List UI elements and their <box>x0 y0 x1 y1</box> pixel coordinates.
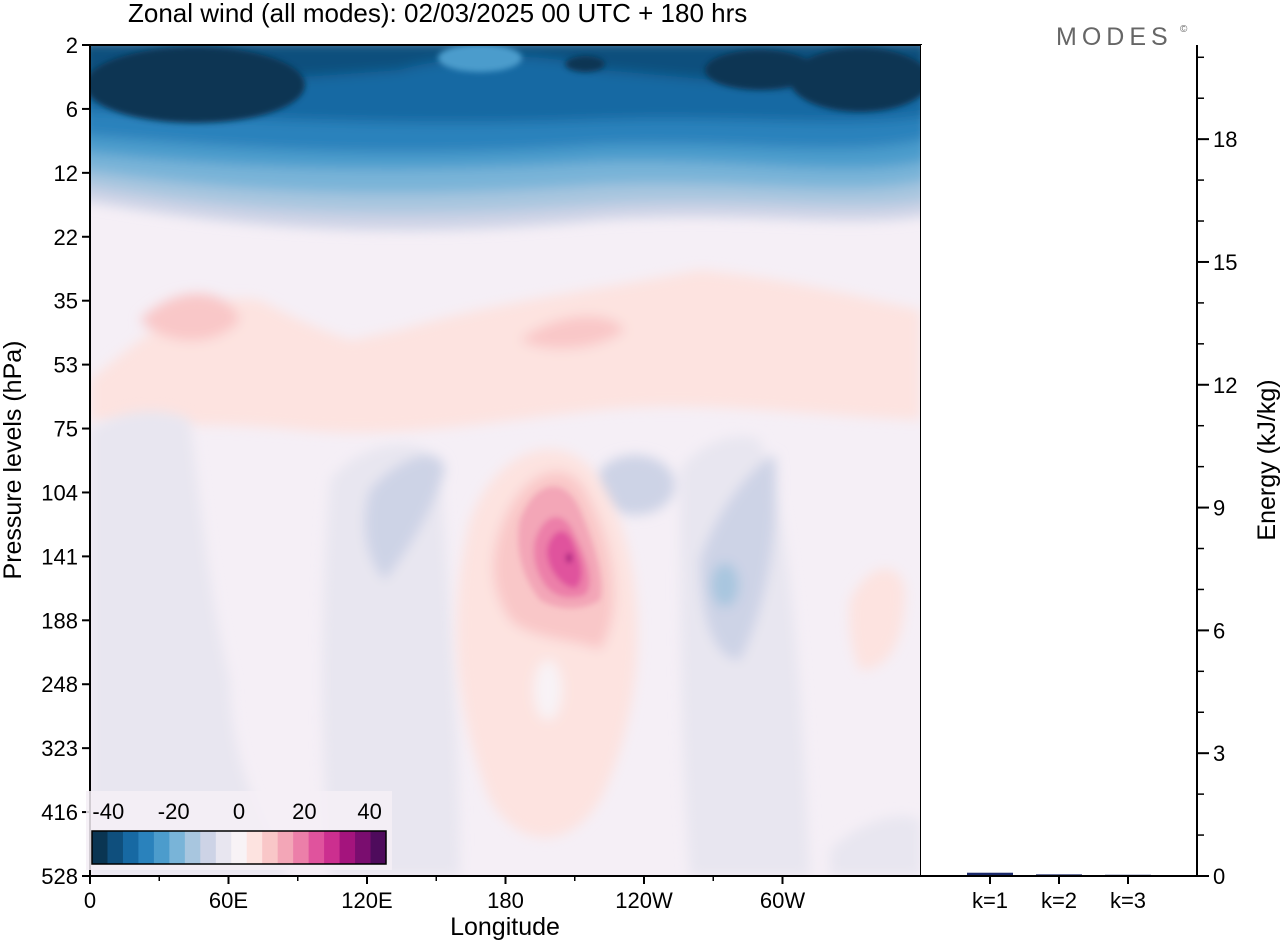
modes-logo-mark: © <box>1180 24 1188 35</box>
contour-band <box>849 568 905 670</box>
contour-field <box>90 45 921 876</box>
contour-core <box>438 45 522 72</box>
colorbar-swatch <box>308 831 325 864</box>
energy-tick-label: 18 <box>1213 127 1237 152</box>
colorbar-swatch <box>277 831 294 864</box>
energy-bar <box>967 872 1013 876</box>
contour-core <box>365 455 445 580</box>
colorbar-swatch <box>355 831 372 864</box>
x-tick-label: 60E <box>209 888 248 913</box>
colorbar-swatch <box>169 831 186 864</box>
y-tick-label: 53 <box>54 353 78 378</box>
contour-core <box>566 553 572 563</box>
x-tick-label: 0 <box>84 888 96 913</box>
x-axis-label: Longitude <box>450 913 560 941</box>
chart-title: Zonal wind (all modes): 02/03/2025 00 UT… <box>128 0 747 28</box>
energy-tick-label: 15 <box>1213 250 1237 275</box>
energy-axis: 0 3 6 9 12 15 18 <box>1197 56 1237 889</box>
colorbar-swatch <box>138 831 155 864</box>
x-tick-label: 180 <box>487 888 524 913</box>
colorbar-swatch <box>107 831 124 864</box>
y-tick-label: 141 <box>41 544 78 569</box>
energy-axis-label: Energy (kJ/kg) <box>1253 379 1280 540</box>
colorbar-swatch <box>370 831 387 864</box>
y-tick-label: 188 <box>41 608 78 633</box>
y-tick-label: 35 <box>54 289 78 314</box>
contour-band <box>90 411 290 876</box>
contour-band <box>520 316 625 349</box>
x-tick-label: 120E <box>341 888 392 913</box>
energy-category-label: k=3 <box>1110 888 1146 913</box>
x-tick-label: 60W <box>760 888 805 913</box>
energy-panel <box>921 45 1197 876</box>
colorbar-tick-label: 40 <box>357 799 381 824</box>
energy-tick-label: 3 <box>1213 741 1225 766</box>
contour-core <box>565 56 605 72</box>
contour-core <box>790 48 921 112</box>
colorbar-swatch <box>153 831 170 864</box>
colorbar-swatch <box>262 831 279 864</box>
y-tick-label: 75 <box>54 417 78 442</box>
y-tick-label: 416 <box>41 800 78 825</box>
contour-core <box>595 455 675 515</box>
y-tick-label: 2 <box>66 33 78 58</box>
energy-tick-label: 12 <box>1213 373 1237 398</box>
colorbar-swatch <box>200 831 217 864</box>
contour-band <box>90 298 921 410</box>
y-tick-label: 12 <box>54 161 78 186</box>
energy-tick-label: 6 <box>1213 618 1225 643</box>
contour-band <box>322 444 460 876</box>
y-tick-label: 104 <box>41 480 78 505</box>
y-tick-label: 323 <box>41 736 78 761</box>
contour-band <box>140 293 240 341</box>
colorbar-swatch <box>293 831 310 864</box>
colorbar-swatch <box>92 831 108 864</box>
colorbar-swatch <box>324 831 341 864</box>
contour-core <box>700 455 777 660</box>
contour-core <box>705 50 815 90</box>
energy-tick-label: 0 <box>1213 864 1225 889</box>
contour-core <box>90 47 305 123</box>
contour-band <box>830 816 921 876</box>
energy-category-label: k=2 <box>1041 888 1077 913</box>
colorbar-frame <box>91 830 387 865</box>
y-axis-label: Pressure levels (hPa) <box>0 341 27 580</box>
energy-tick-label: 9 <box>1213 496 1225 521</box>
y-tick-label: 528 <box>41 864 78 889</box>
colorbar-swatch <box>246 831 263 864</box>
colorbar-swatch <box>215 831 232 864</box>
colorbar-swatch <box>339 831 356 864</box>
colorbar-tick-label: 0 <box>233 799 245 824</box>
y-tick-label: 248 <box>41 672 78 697</box>
colorbar-swatch <box>122 831 139 864</box>
x-tick-label: 120W <box>615 888 673 913</box>
colorbar-swatch <box>231 831 248 864</box>
y-axis: 2 6 12 22 35 53 75 104 141 188 248 323 416 528 <box>41 33 90 889</box>
energy-bars: k=1 k=2 k=3 <box>967 872 1151 913</box>
colorbar-swatch <box>184 831 201 864</box>
contour-core <box>534 660 562 720</box>
colorbar-tick-label: -20 <box>158 799 190 824</box>
colorbar-tick-label: 20 <box>292 799 316 824</box>
colorbar: -40 -20 0 20 40 <box>86 791 392 870</box>
colorbar-tick-label: -40 <box>92 799 124 824</box>
y-tick-label: 22 <box>54 225 78 250</box>
contour-core <box>711 563 739 607</box>
energy-category-label: k=1 <box>972 888 1008 913</box>
y-tick-label: 6 <box>66 97 78 122</box>
x-axis: 0 60E 120E 180 120W 60W <box>84 876 805 913</box>
contour-core <box>547 531 582 588</box>
